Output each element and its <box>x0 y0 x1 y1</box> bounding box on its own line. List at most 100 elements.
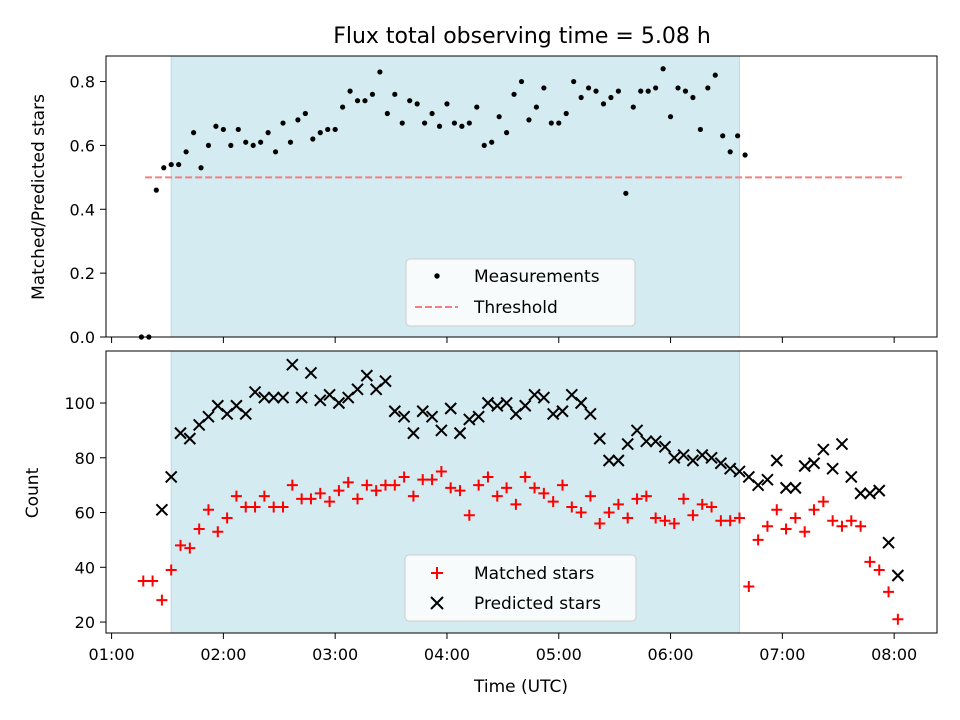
measurement-point <box>451 120 458 126</box>
measurement-point <box>571 78 577 85</box>
measurement-point <box>675 85 681 91</box>
matched-star-point <box>724 515 736 527</box>
measurement-point <box>682 88 689 94</box>
measurement-point <box>407 98 413 104</box>
bottom-y-tick-label: 100 <box>64 394 95 413</box>
measurement-point <box>243 139 249 145</box>
measurement-point <box>600 101 607 107</box>
measurement-point <box>712 72 718 78</box>
matched-star-point <box>752 534 764 546</box>
top-y-axis-label: Matched/Predicted stars <box>29 94 49 300</box>
matched-star-point <box>389 479 401 491</box>
measurement-point <box>392 91 398 97</box>
x-tick-label: 06:00 <box>648 645 694 664</box>
measurement-point <box>384 110 390 117</box>
matched-star-point <box>417 474 429 486</box>
top-legend: Measurements Threshold <box>405 258 636 327</box>
predicted-star-point <box>584 407 597 421</box>
matched-star-point <box>202 504 214 516</box>
predicted-star-point <box>714 457 728 470</box>
matched-star-point <box>147 575 159 587</box>
matched-star-point <box>361 479 373 491</box>
predicted-star-point <box>733 465 746 478</box>
predicted-star-point <box>668 451 681 464</box>
legend-measurements-label: Measurements <box>474 267 600 287</box>
top-y-tick-label: 0.2 <box>70 264 95 283</box>
x-tick-label: 08:00 <box>871 645 917 664</box>
matched-star-point <box>370 485 382 497</box>
measurement-point <box>667 114 674 120</box>
predicted-star-point <box>845 470 858 484</box>
matched-star-point <box>305 493 317 505</box>
predicted-star-point <box>882 536 895 549</box>
predicted-star-point <box>677 448 690 462</box>
bottom-marks <box>137 358 905 625</box>
matched-star-point <box>547 496 559 508</box>
x-tick-label: 03:00 <box>312 645 358 664</box>
measurement-point <box>511 91 517 97</box>
matched-star-point <box>650 512 662 524</box>
predicted-star-point <box>444 402 457 415</box>
matched-star-point <box>482 471 494 483</box>
matched-star-point <box>501 482 513 494</box>
matched-star-point <box>668 517 680 529</box>
predicted-star-point <box>360 369 374 382</box>
legend-matched-marker <box>431 567 443 579</box>
predicted-star-point <box>770 454 783 467</box>
predicted-star-point <box>202 410 215 423</box>
predicted-star-point <box>472 410 485 423</box>
matched-star-point <box>603 507 615 519</box>
predicted-star-point <box>463 413 476 426</box>
predicted-star-point <box>723 462 737 475</box>
matched-star-point <box>435 465 447 477</box>
measurement-point <box>660 66 666 72</box>
legend-predicted-label: Predicted stars <box>474 594 601 614</box>
measurement-point <box>340 104 346 110</box>
measurement-point <box>645 88 651 94</box>
measurement-point <box>295 117 301 123</box>
matched-star-point <box>678 493 690 505</box>
measurement-point <box>250 142 256 149</box>
matched-star-point <box>556 479 568 491</box>
matched-star-point <box>249 501 261 513</box>
chart-title: Flux total observing time = 5.08 h <box>333 24 711 49</box>
matched-star-point <box>640 490 652 502</box>
matched-star-point <box>771 504 783 516</box>
matched-star-point <box>463 509 475 521</box>
top-axes-frame <box>105 55 938 338</box>
predicted-star-point <box>397 410 411 423</box>
matched-star-point <box>454 485 466 497</box>
matched-star-point <box>631 493 643 505</box>
measurement-point <box>466 120 472 126</box>
predicted-star-point <box>658 440 672 454</box>
measurement-point <box>161 165 167 171</box>
predicted-star-point <box>276 391 290 404</box>
measurement-point <box>623 190 629 196</box>
predicted-star-point <box>798 459 811 473</box>
measurement-point <box>615 88 621 94</box>
measurement-point <box>287 139 294 145</box>
matched-star-point <box>473 479 485 491</box>
measurement-point <box>205 142 212 149</box>
matched-star-point <box>240 501 252 513</box>
predicted-star-point <box>258 391 271 404</box>
matched-star-point <box>715 515 727 527</box>
matched-star-point <box>575 507 587 519</box>
measurement-point <box>608 94 614 101</box>
predicted-star-point <box>593 432 606 445</box>
top-axes: 0.0 0.2 0.4 0.6 0.8 <box>70 73 895 347</box>
matched-star-point <box>230 490 242 502</box>
matched-star-point <box>314 487 326 499</box>
predicted-star-point <box>863 487 877 500</box>
matched-star-point <box>566 501 578 513</box>
matched-star-point <box>622 512 634 524</box>
predicted-star-point <box>304 366 318 380</box>
measurement-point <box>556 120 562 126</box>
matched-star-point <box>333 485 345 497</box>
matched-star-point <box>324 496 336 508</box>
predicted-star-point <box>435 424 448 437</box>
matched-star-point <box>836 520 848 532</box>
measurement-point <box>377 69 383 75</box>
measurement-point <box>220 126 226 133</box>
